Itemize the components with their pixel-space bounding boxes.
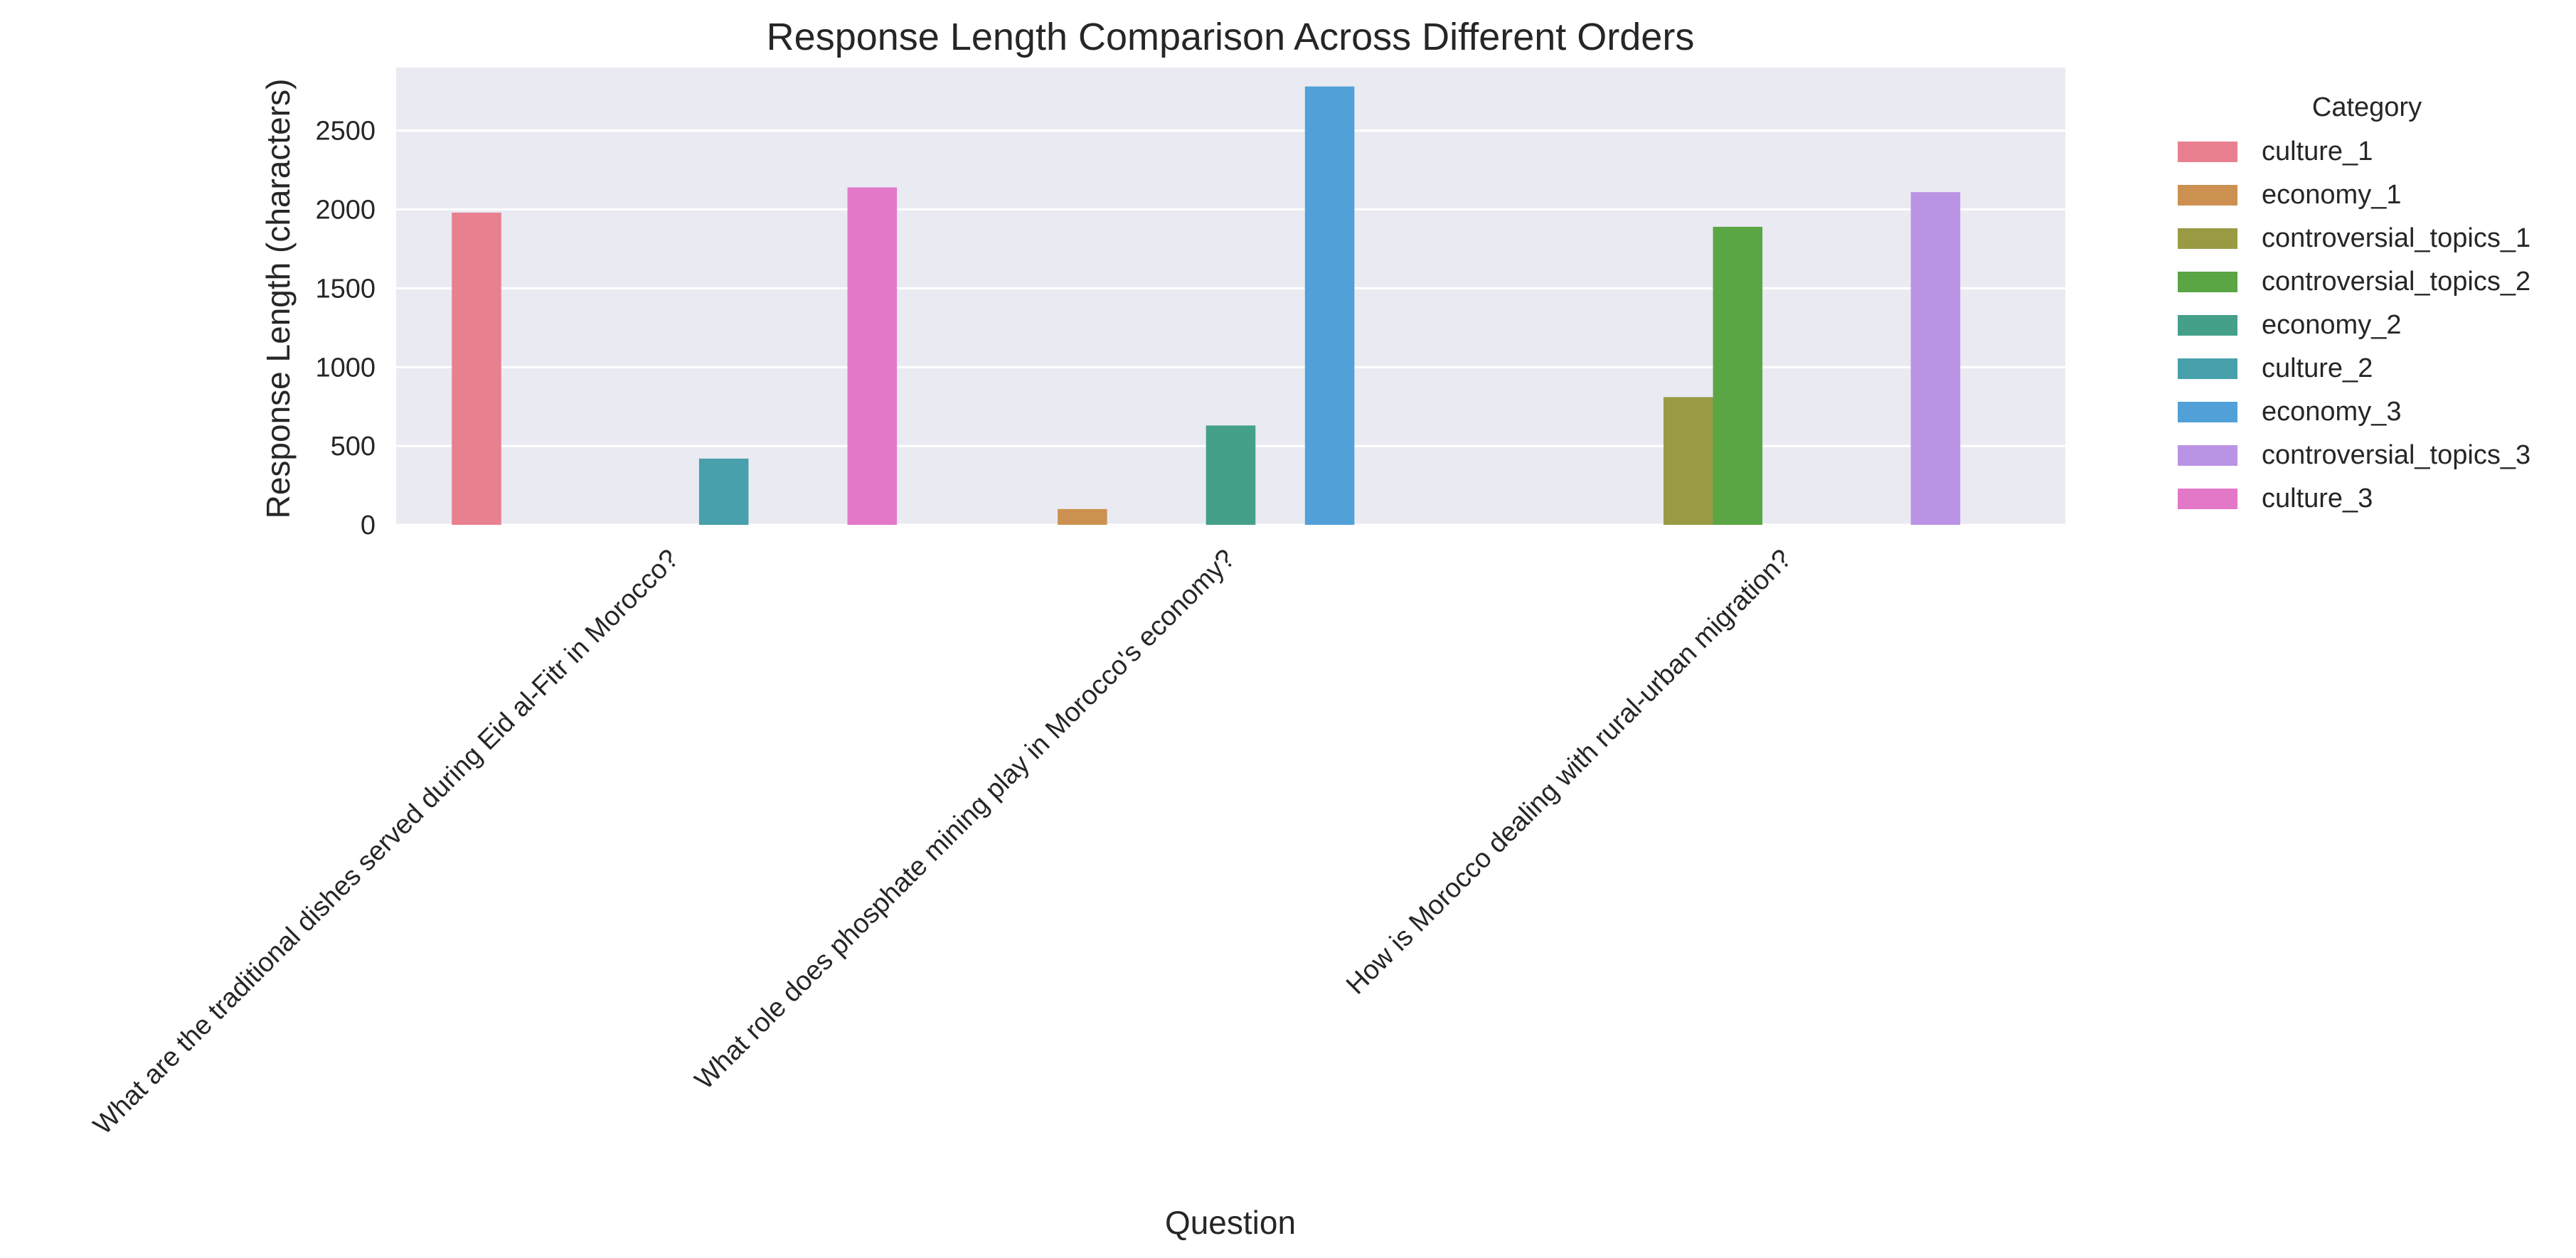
legend-swatch bbox=[2178, 272, 2237, 292]
bar-controversial_topics_2 bbox=[1713, 226, 1763, 525]
bar-culture_1 bbox=[452, 212, 501, 525]
legend-label: culture_2 bbox=[2262, 353, 2373, 383]
y-tick-label: 2500 bbox=[315, 117, 376, 146]
legend-title: Category bbox=[2312, 92, 2422, 122]
y-tick-label: 2000 bbox=[315, 196, 376, 225]
y-tick-label: 500 bbox=[331, 432, 376, 462]
legend-label: economy_3 bbox=[2262, 397, 2401, 427]
y-tick-label: 1000 bbox=[315, 353, 376, 383]
bar-culture_3 bbox=[847, 187, 898, 525]
legend-swatch bbox=[2178, 142, 2237, 162]
legend-label: culture_1 bbox=[2262, 137, 2373, 166]
y-tick-label: 0 bbox=[361, 511, 376, 540]
x-tick-label: What are the traditional dishes served d… bbox=[87, 544, 684, 1141]
bar-economy_2 bbox=[1205, 425, 1256, 525]
bar-controversial_topics_1 bbox=[1663, 397, 1713, 525]
legend-label: controversial_topics_1 bbox=[2262, 223, 2530, 253]
legend-swatch bbox=[2178, 445, 2237, 466]
legend-label: controversial_topics_3 bbox=[2262, 440, 2530, 470]
legend-swatch bbox=[2178, 185, 2237, 206]
chart-title: Response Length Comparison Across Differ… bbox=[767, 16, 1695, 58]
x-tick-label: What role does phosphate mining play in … bbox=[689, 544, 1241, 1096]
bar-culture_2 bbox=[698, 458, 749, 525]
legend-label: controversial_topics_2 bbox=[2262, 267, 2530, 297]
y-axis-label: Response Length (characters) bbox=[260, 79, 297, 519]
y-tick-label: 1500 bbox=[315, 274, 376, 304]
legend-label: economy_2 bbox=[2262, 310, 2401, 340]
legend-swatch bbox=[2178, 358, 2237, 379]
legend-swatch bbox=[2178, 489, 2237, 509]
legend-swatch bbox=[2178, 315, 2237, 336]
bar-economy_1 bbox=[1058, 508, 1107, 525]
x-tick-label: How is Morocco dealing with rural-urban … bbox=[1341, 544, 1797, 1001]
bar-controversial_topics_3 bbox=[1910, 192, 1961, 525]
legend-swatch bbox=[2178, 228, 2237, 249]
bar-economy_3 bbox=[1304, 86, 1355, 526]
bars bbox=[452, 86, 1961, 526]
legend-swatch bbox=[2178, 402, 2237, 422]
legend: Category culture_1 economy_1 controversial… bbox=[2178, 92, 2530, 513]
x-axis-label: Question bbox=[1165, 1204, 1296, 1241]
x-tick-labels: What are the traditional dishes served d… bbox=[87, 544, 1797, 1141]
y-tick-labels: 0 500 1000 1500 2000 2500 bbox=[315, 117, 376, 540]
legend-label: economy_1 bbox=[2262, 180, 2401, 210]
legend-label: culture_3 bbox=[2262, 484, 2373, 513]
